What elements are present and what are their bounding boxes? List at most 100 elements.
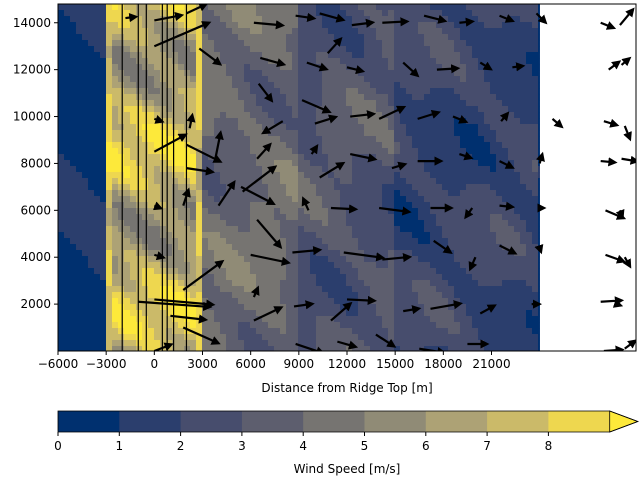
contour-cell [334, 118, 341, 125]
contour-cell [292, 298, 299, 305]
contour-cell [274, 226, 281, 233]
contour-cell [220, 4, 227, 11]
contour-cell [454, 46, 461, 53]
contour-cell [178, 124, 185, 131]
contour-cell [238, 40, 245, 47]
contour-cell [112, 328, 119, 335]
contour-cell [394, 328, 401, 335]
contour-cell [394, 4, 401, 11]
contour-cell [364, 292, 371, 299]
contour-cell [322, 94, 329, 101]
contour-cell [442, 154, 449, 161]
contour-cell [238, 202, 245, 209]
contour-cell [400, 154, 407, 161]
contour-cell [388, 292, 395, 299]
contour-cell [268, 322, 275, 329]
contour-cell [292, 112, 299, 119]
contour-cell [454, 118, 461, 125]
contour-cell [256, 178, 263, 185]
contour-cell [388, 112, 395, 119]
contour-cell [532, 196, 539, 203]
contour-cell [160, 28, 167, 35]
contour-cell [430, 304, 437, 311]
contour-cell [538, 268, 540, 275]
contour-cell [76, 34, 83, 41]
contour-cell [118, 208, 125, 215]
wind-vector-arrow [257, 83, 274, 103]
contour-cell [220, 88, 227, 95]
contour-cell [394, 298, 401, 305]
contour-cell [364, 328, 371, 335]
contour-cell [412, 214, 419, 221]
contour-cell [298, 34, 305, 41]
contour-cell [370, 208, 377, 215]
contour-cell [208, 160, 215, 167]
contour-cell [280, 232, 287, 239]
contour-cell [466, 184, 473, 191]
contour-cell [190, 286, 197, 293]
contour-cell [154, 328, 161, 335]
contour-cell [148, 22, 155, 29]
contour-cell [340, 232, 347, 239]
contour-cell [166, 244, 173, 251]
contour-cell [76, 160, 83, 167]
contour-cell [124, 28, 131, 35]
contour-cell [490, 178, 497, 185]
contour-cell [268, 172, 275, 179]
contour-cell [76, 310, 83, 317]
contour-cell [310, 124, 317, 131]
contour-cell [82, 10, 89, 17]
contour-cell [514, 226, 521, 233]
contour-cell [196, 310, 203, 317]
contour-cell [418, 34, 425, 41]
contour-cell [70, 178, 77, 185]
contour-cell [334, 208, 341, 215]
contour-cell [154, 58, 161, 65]
contour-cell [136, 142, 143, 149]
contour-cell [340, 118, 347, 125]
contour-cell [334, 106, 341, 113]
contour-cell [220, 112, 227, 119]
contour-cell [436, 58, 443, 65]
contour-cell [256, 238, 263, 245]
contour-cell [136, 280, 143, 287]
contour-cell [334, 172, 341, 179]
contour-cell [148, 88, 155, 95]
contour-cell [496, 100, 503, 107]
contour-cell [76, 340, 83, 347]
contour-cell [376, 262, 383, 269]
contour-cell [478, 22, 485, 29]
contour-cell [430, 268, 437, 275]
contour-cell [76, 256, 83, 263]
contour-cell [412, 76, 419, 83]
contour-cell [322, 76, 329, 83]
contour-cell [514, 214, 521, 221]
contour-cell [220, 238, 227, 245]
contour-cell [334, 190, 341, 197]
contour-cell [388, 46, 395, 53]
contour-cell [406, 118, 413, 125]
contour-cell [100, 202, 107, 209]
contour-cell [76, 298, 83, 305]
contour-cell [178, 112, 185, 119]
contour-cell [190, 22, 197, 29]
contour-cell [274, 46, 281, 53]
contour-cell [304, 340, 311, 347]
contour-cell [460, 172, 467, 179]
contour-cell [208, 328, 215, 335]
contour-cell [358, 10, 365, 17]
contour-cell [490, 40, 497, 47]
contour-cell [178, 184, 185, 191]
contour-cell [382, 124, 389, 131]
contour-cell [388, 94, 395, 101]
contour-cell [106, 184, 113, 191]
contour-cell [436, 328, 443, 335]
contour-cell [196, 16, 203, 23]
contour-cell [328, 304, 335, 311]
contour-cell [364, 34, 371, 41]
contour-cell [460, 166, 467, 173]
contour-cell [130, 10, 137, 17]
contour-cell [292, 286, 299, 293]
contour-cell [538, 88, 540, 95]
contour-cell [370, 340, 377, 347]
